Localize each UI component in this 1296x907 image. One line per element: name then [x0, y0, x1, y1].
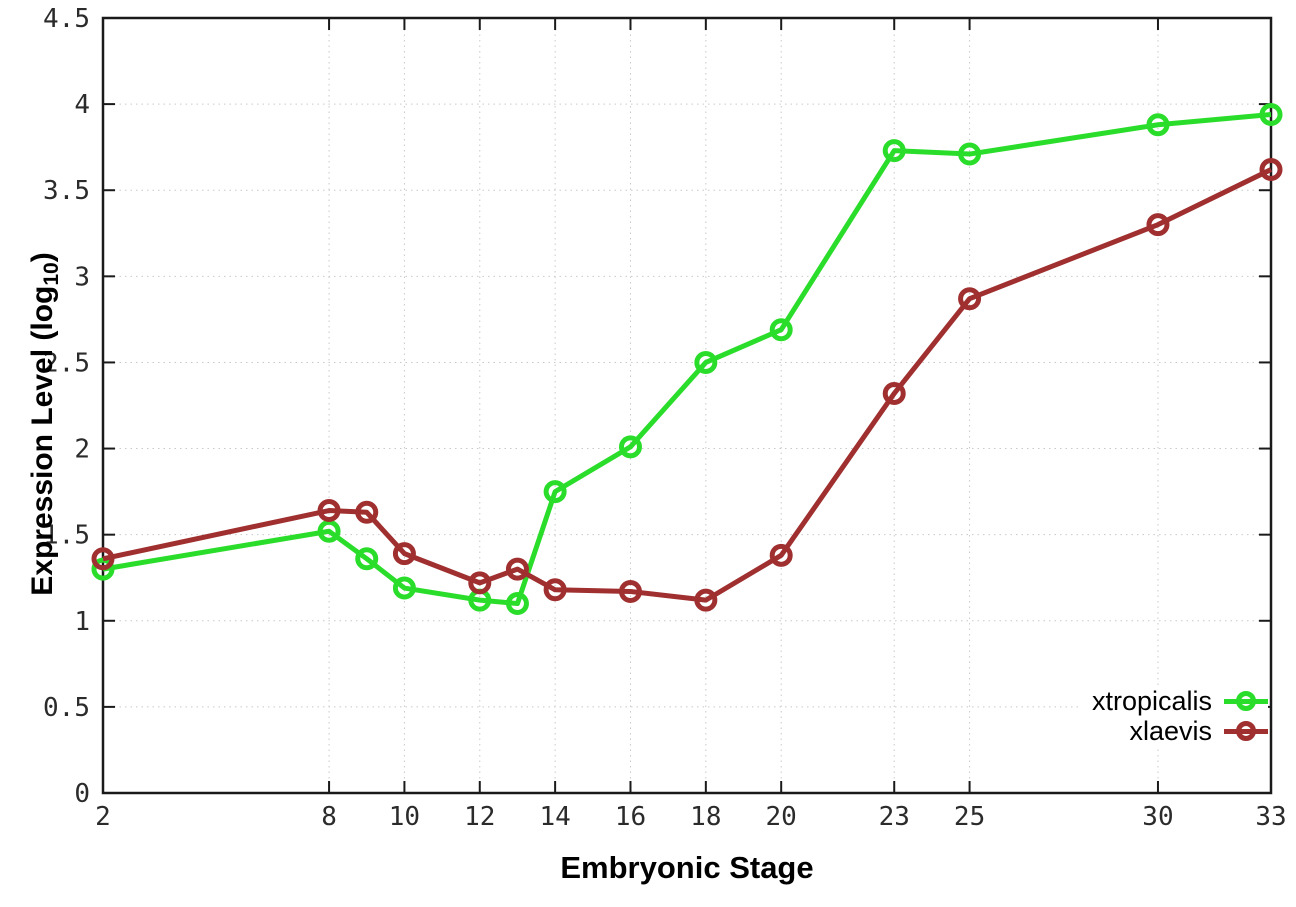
x-tick-label: 2 — [95, 802, 111, 832]
y-tick-label: 4.5 — [43, 4, 90, 34]
data-point-xlaevis — [958, 287, 982, 311]
y-axis-title: Expression Level (log10) — [22, 194, 64, 654]
legend-row-xlaevis: xlaevis — [1092, 716, 1268, 746]
legend: xtropicalis xlaevis — [1077, 686, 1268, 746]
data-point-xtropicalis — [958, 142, 982, 166]
data-point-xlaevis — [618, 580, 642, 603]
y-axis-title-subscript: 10 — [40, 262, 63, 286]
x-tick-label: 14 — [539, 802, 570, 832]
plot-border — [101, 16, 1273, 795]
data-point-xtropicalis — [1259, 102, 1283, 126]
data-point-xtropicalis — [392, 576, 416, 600]
x-tick-label: 30 — [1142, 802, 1173, 832]
x-axis-title: Embryonic Stage — [560, 850, 814, 885]
x-tick-label: 18 — [690, 802, 721, 832]
x-tick-label: 16 — [615, 802, 646, 832]
x-tick-label: 12 — [464, 802, 495, 832]
y-tick-label: 2.5 — [43, 348, 90, 378]
data-point-xtropicalis — [1146, 113, 1170, 137]
x-tick-label: 25 — [954, 802, 985, 832]
series-line-xtropicalis — [102, 111, 1272, 607]
data-point-xlaevis — [543, 578, 567, 602]
y-axis-title-prefix: Expression Level (log — [26, 285, 59, 596]
x-tick-label: 23 — [879, 802, 910, 832]
data-point-xtropicalis — [618, 435, 642, 459]
data-point-xtropicalis — [505, 592, 529, 616]
x-tick-label: 8 — [321, 802, 337, 832]
y-tick-label: 2 — [74, 435, 90, 465]
y-tick-label: 0 — [74, 779, 90, 809]
data-point-xtropicalis — [543, 480, 567, 504]
data-point-xlaevis — [317, 499, 341, 523]
line-point-marker-icon — [1224, 687, 1268, 715]
data-point-xlaevis — [91, 547, 115, 571]
data-point-xtropicalis — [317, 519, 341, 543]
data-point-xlaevis — [392, 542, 416, 566]
x-tick-label: 33 — [1255, 802, 1286, 832]
x-tick-label: 20 — [766, 802, 797, 832]
data-point-xlaevis — [882, 381, 906, 405]
data-point-xlaevis — [468, 571, 492, 595]
data-point-xlaevis — [769, 543, 793, 567]
data-point-xlaevis — [505, 557, 529, 581]
line-point-marker-icon — [1224, 717, 1268, 745]
data-point-xlaevis — [694, 588, 718, 612]
y-tick-label: 0.5 — [43, 693, 90, 723]
data-point-xtropicalis — [694, 350, 718, 374]
data-point-xlaevis — [1259, 158, 1283, 182]
y-axis-title-suffix: ) — [26, 252, 59, 263]
y-tick-label: 3.5 — [43, 176, 90, 206]
x-tick-label: 10 — [389, 802, 420, 832]
legend-label-xlaevis: xlaevis — [1129, 715, 1212, 746]
y-tick-label: 3 — [74, 262, 90, 292]
data-point-xlaevis — [355, 500, 379, 524]
y-tick-label: 1.5 — [43, 521, 90, 551]
legend-label-xtropicalis: xtropicalis — [1091, 685, 1212, 716]
data-point-xtropicalis — [91, 557, 115, 581]
data-point-xtropicalis — [355, 547, 379, 571]
data-point-xtropicalis — [882, 139, 906, 163]
data-point-xlaevis — [1146, 213, 1170, 237]
legend-row-xtropicalis: xtropicalis — [1092, 686, 1268, 716]
y-tick-label: 1 — [74, 607, 90, 637]
data-point-xtropicalis — [769, 318, 793, 342]
y-tick-label: 4 — [74, 90, 90, 120]
